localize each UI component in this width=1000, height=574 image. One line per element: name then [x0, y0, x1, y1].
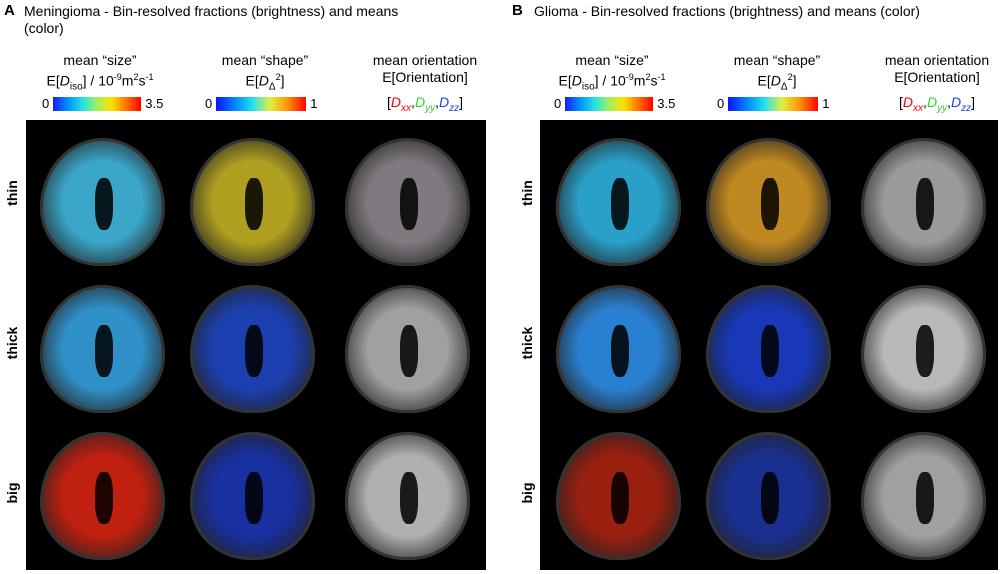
panel-b-orientation-subtitle: E[Orientation]: [894, 69, 980, 85]
panel-a-big-ventricle-1: [245, 472, 263, 524]
panel-a-orientation-header: mean orientation E[Orientation]: [355, 52, 495, 86]
panel-a-shape-header: mean “shape” E[DΔ2]: [195, 52, 335, 95]
row-label-thin-b: thin: [519, 180, 535, 206]
panel-b-size-title: mean “size”: [575, 52, 649, 68]
panel-b-thin-ventricle-1: [761, 178, 779, 230]
panel-a-thick-ventricle-0: [95, 325, 113, 377]
panel-a-size-colorbar: 0 3.5: [42, 96, 164, 111]
panel-a-shape-title: mean “shape”: [221, 52, 309, 68]
panel-a-thin-ventricle-1: [245, 178, 263, 230]
panel-b-orientation-header: mean orientation E[Orientation]: [867, 52, 1000, 86]
panel-b-letter: B: [512, 2, 523, 19]
panel-a-big-ventricle-0: [95, 472, 113, 524]
panel-b-big-ventricle-1: [761, 472, 779, 524]
panel-a-thin-ventricle-0: [95, 178, 113, 230]
panel-b-orientation-title: mean orientation: [884, 52, 990, 68]
row-label-thin-a: thin: [4, 180, 20, 206]
panel-b-shape-header: mean “shape” E[DΔ2]: [707, 52, 847, 95]
panel-a-thin-ventricle-2: [400, 178, 418, 230]
panel-b-size-gradient: [565, 96, 654, 111]
panel-a-orientation-legend: [Dxx,Dyy,Dzz]: [387, 94, 463, 114]
panel-b-big-ventricle-0: [611, 472, 629, 524]
panel-b-thick-ventricle-0: [611, 325, 629, 377]
panel-b-shape-gradient: [728, 96, 819, 111]
panel-b-shape-units: E[DΔ2]: [757, 72, 797, 93]
panel-b-title: Glioma - Bin-resolved fractions (brightn…: [534, 3, 920, 19]
panel-a-title: Meningioma - Bin-resolved fractions (bri…: [24, 3, 398, 37]
panel-a-size-header: mean “size” E[Diso] / 10-9m2s-1: [30, 52, 170, 95]
panel-a-thick-ventricle-1: [245, 325, 263, 377]
panel-b-thin-ventricle-0: [611, 178, 629, 230]
row-label-big-a: big: [4, 482, 20, 504]
panel-a-size-units: E[Diso] / 10-9m2s-1: [46, 72, 154, 93]
row-label-big-b: big: [519, 482, 535, 504]
panel-b-shape-title: mean “shape”: [733, 52, 821, 68]
panel-b-size-colorbar: 0 3.5: [554, 96, 676, 111]
panel-b-thick-ventricle-2: [916, 325, 934, 377]
row-label-thick-a: thick: [4, 326, 20, 360]
panel-a-letter: A: [4, 2, 15, 19]
panel-a-orientation-subtitle: E[Orientation]: [382, 69, 468, 85]
panel-b-thin-ventricle-2: [916, 178, 934, 230]
panel-b-orientation-legend: [Dxx,Dyy,Dzz]: [899, 94, 975, 114]
panel-a-shape-gradient: [216, 96, 307, 111]
panel-a-orientation-title: mean orientation: [372, 52, 478, 68]
panel-a-thick-ventricle-2: [400, 325, 418, 377]
panel-a-big-ventricle-2: [400, 472, 418, 524]
panel-a-size-title: mean “size”: [63, 52, 137, 68]
panel-b-size-header: mean “size” E[Diso] / 10-9m2s-1: [542, 52, 682, 95]
row-label-thick-b: thick: [519, 326, 535, 360]
panel-a-size-gradient: [53, 96, 142, 111]
panel-a-title-line1: Meningioma - Bin-resolved fractions (bri…: [24, 3, 399, 19]
panel-b-big-ventricle-2: [916, 472, 934, 524]
panel-a-shape-units: E[DΔ2]: [245, 72, 285, 93]
panel-b-size-units: E[Diso] / 10-9m2s-1: [558, 72, 666, 93]
panel-b-thick-ventricle-1: [761, 325, 779, 377]
panel-a-title-line2: (color): [24, 20, 64, 36]
